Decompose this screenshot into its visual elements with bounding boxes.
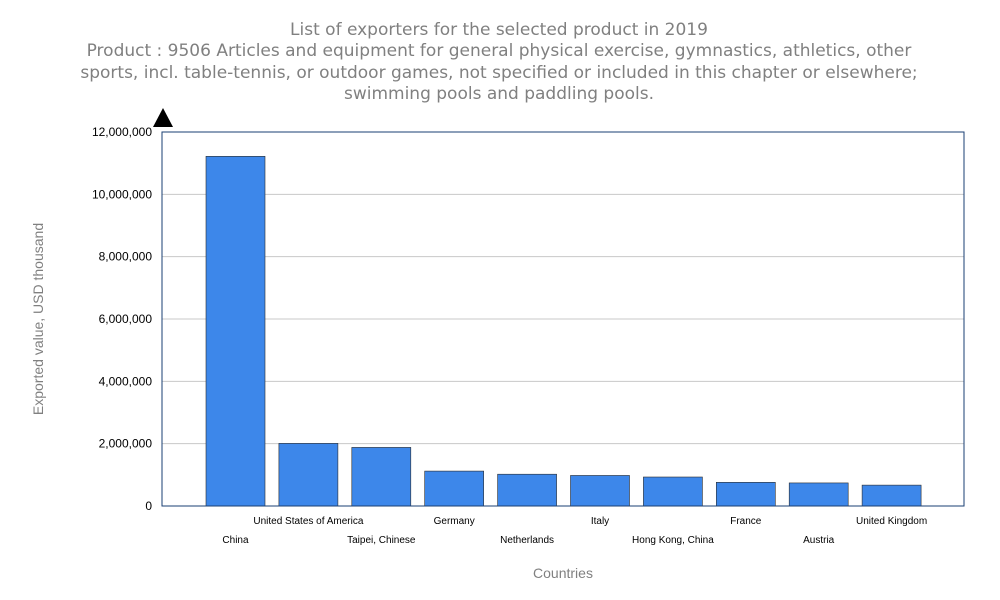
- y-axis-title: Exported value, USD thousand: [30, 223, 46, 415]
- chart-subtitle-line-3: swimming pools and paddling pools.: [344, 84, 654, 104]
- x-category-label-2: Taipei, Chinese: [347, 535, 416, 546]
- x-category-label-5: Italy: [591, 516, 609, 527]
- x-category-label-0: China: [222, 535, 249, 546]
- y-tick-label-1: 2,000,000: [99, 437, 153, 451]
- y-axis-arrow-icon: [153, 108, 173, 127]
- bar-8: [788, 482, 849, 507]
- x-category-label-9: United Kingdom: [856, 516, 927, 527]
- x-category-label-7: France: [730, 516, 762, 527]
- x-category-label-6: Hong Kong, China: [632, 535, 714, 546]
- x-axis-title: Countries: [533, 565, 593, 581]
- y-tick-labels: 0 2,000,000 4,000,000 6,000,000 8,000,000 10,…: [92, 125, 152, 513]
- bar-6: [643, 476, 703, 507]
- bar-1: [278, 443, 339, 507]
- y-tick-label-6: 12,000,000: [92, 125, 152, 139]
- bar-2: [351, 447, 412, 507]
- x-category-label-8: Austria: [803, 535, 835, 546]
- y-tick-label-3: 6,000,000: [99, 312, 153, 326]
- bar-5: [570, 475, 630, 507]
- bar-3: [424, 470, 485, 507]
- chart-title-group: List of exporters for the selected produ…: [80, 20, 917, 104]
- x-category-label-3: Germany: [434, 516, 475, 527]
- chart-subtitle-line-2: sports, incl. table-tennis, or outdoor g…: [80, 63, 917, 83]
- x-category-labels: China United States of America Taipei, Chi…: [222, 516, 927, 546]
- plot-frame: [161, 131, 965, 507]
- x-category-label-1: United States of America: [253, 516, 363, 527]
- chart-title: List of exporters for the selected produ…: [290, 20, 708, 40]
- y-tick-label-2: 4,000,000: [99, 374, 153, 388]
- bar-9: [861, 484, 922, 507]
- bar-7: [715, 482, 776, 507]
- gridlines: [162, 193, 964, 445]
- chart-subtitle-line-1: Product : 9506 Articles and equipment fo…: [87, 41, 912, 61]
- y-tick-label-5: 10,000,000: [92, 187, 152, 201]
- y-tick-label-4: 8,000,000: [99, 250, 153, 264]
- x-category-label-4: Netherlands: [500, 535, 554, 546]
- y-tick-label-0: 0: [145, 499, 152, 513]
- bars: [205, 156, 922, 507]
- bar-0: [205, 156, 266, 507]
- bar-4: [497, 473, 557, 507]
